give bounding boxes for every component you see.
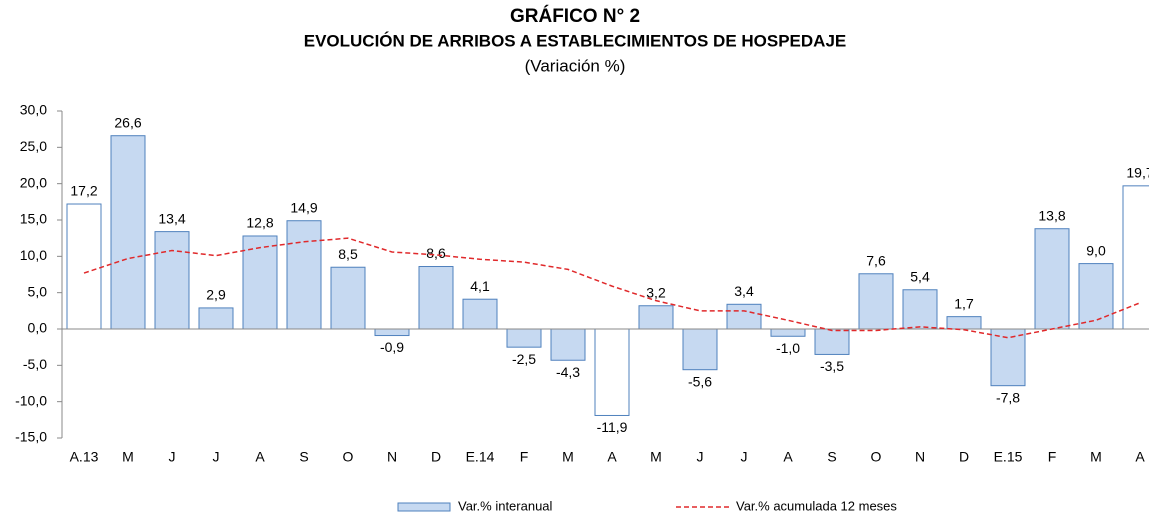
bar: [110, 135, 146, 330]
x-tick-label: A: [783, 449, 793, 465]
data-label: -1,0: [776, 340, 800, 356]
data-label: -11,9: [597, 419, 628, 435]
y-tick-label: -10,0: [15, 392, 47, 408]
bar: [286, 220, 322, 330]
x-tick-label: A: [1135, 449, 1145, 465]
bar: [374, 328, 410, 337]
data-label: 8,6: [426, 245, 446, 261]
x-tick-label: M: [562, 449, 574, 465]
chart-subtitle: EVOLUCIÓN DE ARRIBOS A ESTABLECIMIENTOS …: [304, 31, 847, 50]
legend-label: Var.% acumulada 12 meses: [736, 498, 897, 513]
data-label: -7,8: [996, 389, 1020, 405]
x-tick-label: N: [387, 449, 397, 465]
y-tick-label: 0,0: [28, 320, 48, 336]
bar: [242, 235, 278, 330]
y-tick-label: 20,0: [20, 174, 47, 190]
x-tick-label: D: [959, 449, 969, 465]
bar: [946, 316, 982, 330]
x-tick-label: O: [871, 449, 882, 465]
data-label: 5,4: [910, 268, 930, 284]
data-label: 13,4: [158, 210, 185, 226]
bar: [1078, 263, 1114, 330]
y-tick-label: 15,0: [20, 211, 47, 227]
x-tick-label: F: [1048, 449, 1057, 465]
x-tick-label: D: [431, 449, 441, 465]
x-tick-label: J: [741, 449, 748, 465]
x-tick-label: M: [122, 449, 134, 465]
y-tick-label: 5,0: [28, 283, 48, 299]
bar: [638, 305, 674, 330]
bar: [1034, 228, 1070, 330]
bar: [154, 231, 190, 330]
data-label: -3,5: [820, 358, 844, 374]
y-tick-label: 30,0: [20, 102, 47, 118]
data-label: 4,1: [470, 278, 490, 294]
data-label: 7,6: [866, 252, 886, 268]
x-tick-label: J: [213, 449, 220, 465]
x-tick-label: O: [343, 449, 354, 465]
data-label: -4,3: [556, 364, 580, 380]
line: [83, 237, 1141, 339]
legend-swatch: [397, 502, 451, 512]
bar: [330, 266, 366, 330]
data-label: 17,2: [70, 183, 97, 199]
y-tick-label: 25,0: [20, 138, 47, 154]
x-tick-label: J: [169, 449, 176, 465]
bar: [462, 298, 498, 330]
data-label: 12,8: [246, 215, 273, 231]
data-label: -2,5: [512, 351, 536, 367]
bar: [594, 328, 630, 416]
x-tick-label: A: [255, 449, 265, 465]
bar: [726, 303, 762, 330]
data-label: 13,8: [1038, 207, 1065, 223]
bar: [506, 328, 542, 348]
bar: [682, 328, 718, 371]
x-tick-label: S: [299, 449, 308, 465]
x-tick-label: E.14: [466, 449, 495, 465]
bar: [902, 289, 938, 330]
x-tick-label: M: [1090, 449, 1102, 465]
bar: [418, 266, 454, 330]
x-tick-label: M: [650, 449, 662, 465]
data-label: 2,9: [206, 287, 226, 303]
bar: [770, 328, 806, 337]
data-label: 8,5: [338, 246, 358, 262]
data-label: 14,9: [290, 199, 317, 215]
unit-note: (Variación %): [525, 56, 626, 75]
data-label: 1,7: [954, 295, 974, 311]
chart-title: GRÁFICO N° 2: [510, 5, 640, 27]
data-label: -5,6: [688, 373, 712, 389]
bar: [66, 203, 102, 330]
bar: [198, 307, 234, 330]
bar: [858, 273, 894, 330]
y-tick-label: 10,0: [20, 247, 47, 263]
data-label: 3,2: [646, 284, 666, 300]
y-tick-label: -15,0: [15, 429, 47, 445]
x-tick-label: N: [915, 449, 925, 465]
x-tick-label: A.13: [70, 449, 99, 465]
data-label: -0,9: [380, 339, 404, 355]
x-tick-label: E.15: [994, 449, 1023, 465]
x-tick-label: S: [827, 449, 836, 465]
data-label: 26,6: [114, 114, 141, 130]
bar: [990, 328, 1026, 387]
data-label: 19,7: [1126, 165, 1149, 181]
legend-label: Var.% interanual: [458, 498, 553, 513]
bar: [550, 328, 586, 361]
y-tick-label: -5,0: [23, 356, 47, 372]
data-label: 3,4: [734, 283, 754, 299]
x-tick-label: J: [697, 449, 704, 465]
data-label: 9,0: [1086, 242, 1106, 258]
x-tick-label: F: [520, 449, 529, 465]
x-tick-label: A: [607, 449, 617, 465]
bar: [814, 328, 850, 355]
